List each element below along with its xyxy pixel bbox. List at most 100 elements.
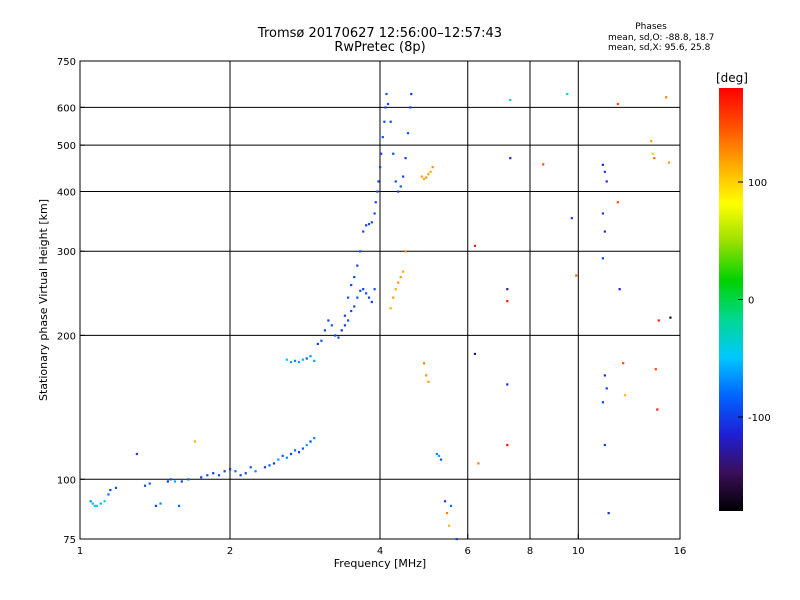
- data-point: [359, 289, 362, 292]
- data-point: [297, 360, 301, 364]
- data-point: [362, 230, 365, 233]
- data-point: [410, 92, 413, 96]
- data-point: [187, 478, 190, 481]
- data-point: [334, 334, 337, 337]
- data-point: [425, 374, 428, 377]
- x-tick-label: 10: [572, 546, 585, 557]
- data-point: [177, 504, 181, 508]
- data-point: [362, 288, 365, 291]
- data-point: [313, 359, 316, 362]
- data-point: [293, 449, 297, 452]
- grid-lines: [80, 61, 680, 539]
- data-point: [665, 96, 668, 99]
- data-point: [422, 177, 426, 181]
- data-point: [603, 443, 606, 447]
- data-point: [386, 102, 390, 106]
- data-point: [154, 504, 158, 508]
- colorbar-ticks: 100 0 -100: [738, 178, 771, 424]
- data-point: [337, 336, 340, 339]
- data-point: [91, 502, 94, 505]
- x-tick-label: 1: [77, 546, 83, 557]
- y-tick-label: 400: [57, 187, 76, 198]
- data-point: [380, 152, 383, 155]
- data-point: [397, 190, 400, 193]
- data-point: [575, 274, 578, 277]
- data-point: [389, 307, 392, 310]
- colorbar-tick-label: -100: [748, 413, 771, 424]
- data-point: [272, 462, 276, 465]
- data-points: [89, 92, 672, 541]
- data-point: [340, 329, 343, 332]
- colorbar-unit-label: [deg]: [716, 71, 748, 85]
- phase-stats-o-mode: mean, sd,O: -88.8, 18.7: [608, 33, 715, 43]
- data-point: [385, 92, 388, 96]
- data-point: [148, 482, 151, 485]
- data-point: [656, 408, 659, 411]
- data-point: [263, 466, 267, 469]
- data-point: [343, 314, 347, 317]
- data-point: [376, 190, 379, 193]
- data-point: [605, 387, 608, 390]
- data-point: [301, 358, 305, 361]
- data-point: [254, 470, 257, 473]
- data-point: [506, 443, 509, 447]
- phase-stats-heading: Phases: [635, 22, 667, 32]
- data-point: [506, 288, 509, 291]
- data-point: [437, 454, 441, 457]
- data-point: [605, 180, 608, 183]
- data-point: [343, 324, 347, 327]
- data-point: [305, 357, 308, 360]
- y-tick-label: 500: [57, 141, 76, 152]
- data-point: [667, 161, 671, 164]
- y-tick-label: 200: [57, 331, 76, 342]
- data-point: [367, 296, 371, 299]
- data-point: [346, 319, 350, 322]
- y-tick-label: 300: [57, 247, 76, 258]
- x-axis-label: Frequency [MHz]: [334, 557, 426, 570]
- data-point: [193, 440, 197, 443]
- data-point: [603, 374, 606, 377]
- data-point: [379, 166, 382, 169]
- data-point: [427, 380, 430, 383]
- data-point: [353, 305, 356, 308]
- data-point: [473, 244, 477, 247]
- data-point: [425, 176, 428, 179]
- data-point: [601, 163, 605, 166]
- data-point: [135, 452, 138, 456]
- x-tick-label: 6: [465, 546, 471, 557]
- data-point: [309, 355, 312, 358]
- data-point: [399, 185, 402, 188]
- data-point: [367, 223, 371, 226]
- data-point: [616, 102, 619, 106]
- data-point: [323, 329, 327, 332]
- data-point: [404, 250, 407, 253]
- data-point: [353, 275, 356, 279]
- y-tick-label: 750: [57, 57, 76, 68]
- y-tick-label: 75: [63, 535, 76, 546]
- data-point: [301, 447, 305, 450]
- data-point: [399, 275, 402, 279]
- data-point: [356, 296, 359, 299]
- data-point: [159, 502, 162, 505]
- data-point: [173, 480, 177, 483]
- data-point: [439, 458, 443, 461]
- data-point: [289, 360, 293, 364]
- data-point: [249, 466, 252, 469]
- data-point: [509, 98, 512, 102]
- data-point: [455, 538, 458, 541]
- data-point: [316, 342, 319, 346]
- data-point: [277, 458, 280, 461]
- data-point: [370, 221, 373, 224]
- data-point: [477, 462, 480, 465]
- data-point: [653, 157, 656, 160]
- x-tick-label: 2: [227, 546, 233, 557]
- data-point: [654, 368, 657, 371]
- data-point: [281, 454, 284, 457]
- chart-subtitle: RwPretec (8p): [334, 40, 426, 55]
- data-point: [669, 316, 672, 319]
- data-point: [374, 201, 377, 204]
- x-tick-label: 16: [674, 546, 687, 557]
- data-point: [392, 296, 395, 299]
- data-point: [397, 281, 400, 284]
